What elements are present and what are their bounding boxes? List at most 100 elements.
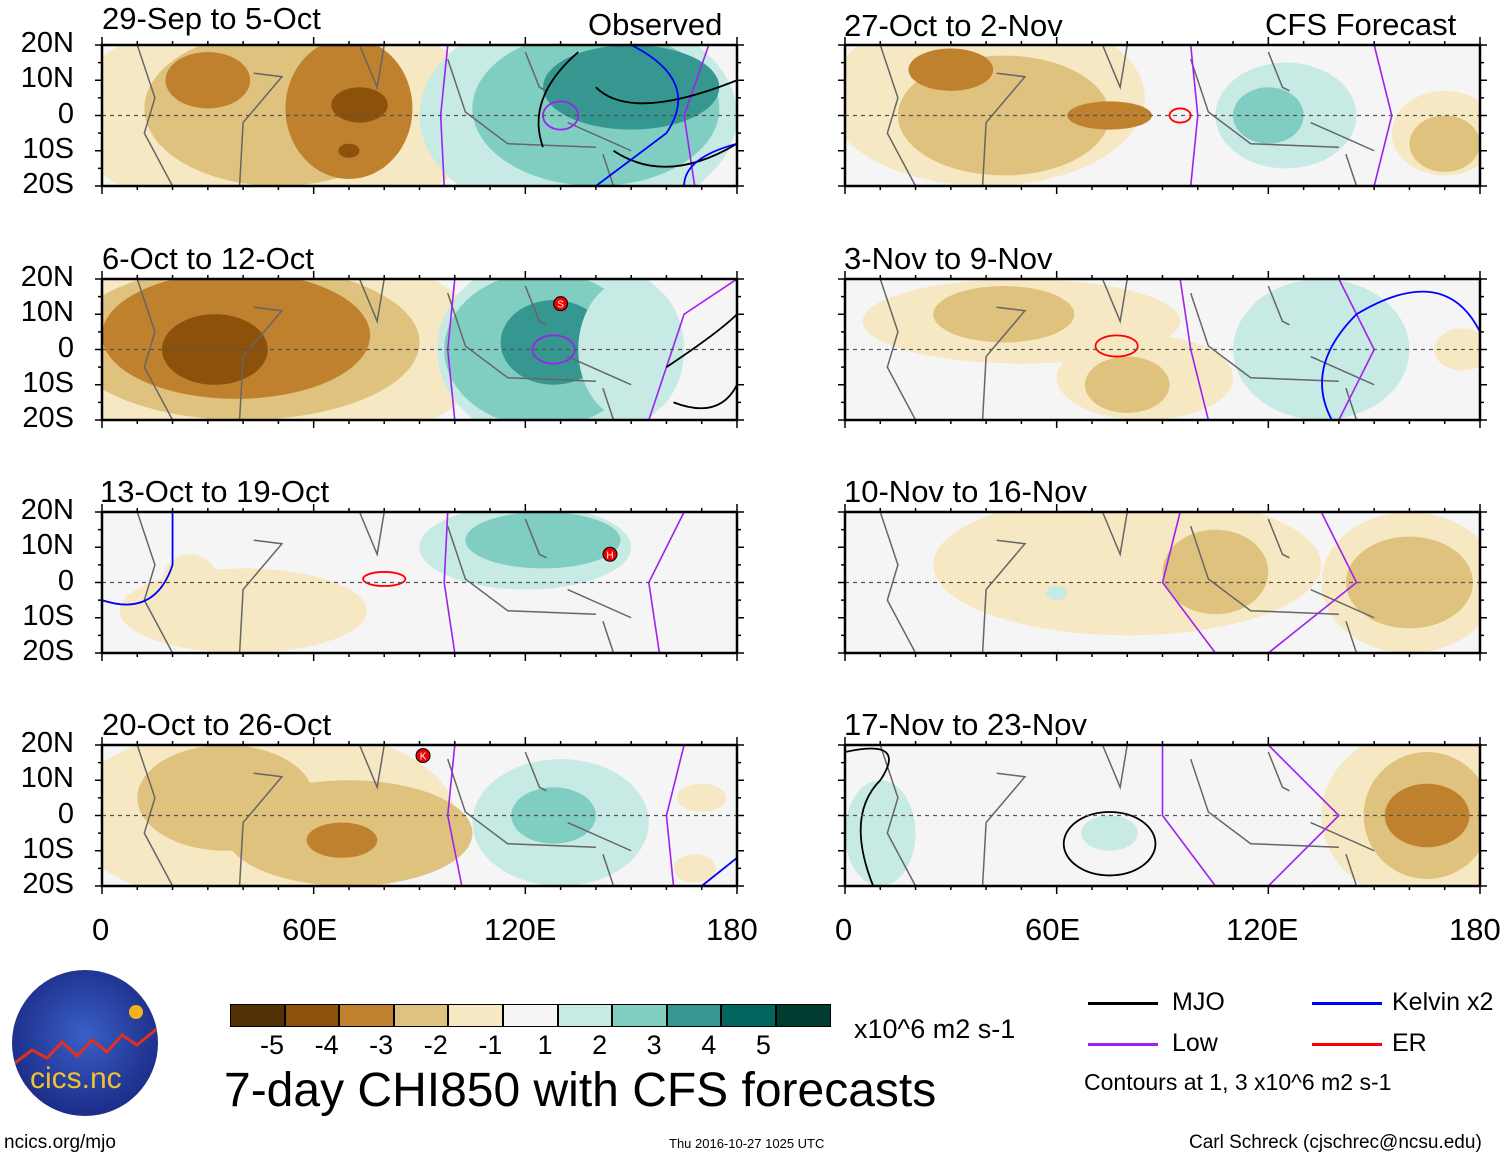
colorbar-label: 1 bbox=[537, 1030, 553, 1060]
lat-tick: 10S bbox=[22, 366, 74, 399]
lat-tick: 10N bbox=[20, 762, 74, 795]
colorbar-swatch bbox=[612, 1004, 667, 1027]
legend-label-low: Low bbox=[1172, 1029, 1218, 1057]
lat-tick: 10S bbox=[22, 832, 74, 865]
panel-content bbox=[102, 745, 737, 886]
panel-title: 3-Nov to 9-Nov bbox=[844, 241, 1053, 276]
kelvin-contour bbox=[102, 512, 174, 606]
panel-content bbox=[102, 45, 737, 186]
colorbar-label: -4 bbox=[314, 1030, 339, 1060]
coastline bbox=[136, 512, 632, 653]
kelvin-contour bbox=[595, 45, 737, 186]
anomaly-shading bbox=[1233, 279, 1410, 420]
lat-tick: 0 bbox=[57, 97, 74, 130]
low-contour bbox=[443, 512, 456, 653]
mjo-contour bbox=[665, 313, 737, 410]
map-panel: S bbox=[95, 271, 744, 428]
anomaly-shading bbox=[542, 45, 720, 130]
lat-tick: 0 bbox=[57, 797, 74, 830]
panel-content bbox=[102, 512, 737, 653]
anomaly-shading bbox=[119, 568, 367, 653]
low-contour bbox=[1267, 512, 1358, 653]
mjo-contour bbox=[845, 747, 890, 886]
lat-tick: 10S bbox=[22, 599, 74, 632]
kelvin-contour bbox=[1321, 290, 1480, 420]
footer-timestamp: Thu 2016-10-27 1025 UTC bbox=[669, 1136, 825, 1151]
colorbar-label: -3 bbox=[369, 1030, 394, 1060]
lat-tick: 0 bbox=[57, 331, 74, 364]
lat-tick: 20N bbox=[20, 27, 74, 59]
panel-title: 13-Oct to 19-Oct bbox=[100, 474, 330, 509]
lon-tick: 180 bbox=[706, 912, 758, 947]
legend-label-mjo: MJO bbox=[1172, 988, 1225, 1016]
anomaly-shading bbox=[1345, 536, 1473, 629]
map-panel: H bbox=[95, 504, 744, 661]
coastline bbox=[136, 745, 632, 886]
wave-contour bbox=[362, 571, 407, 587]
colorbar-label: -1 bbox=[478, 1030, 503, 1060]
lon-tick: 0 bbox=[92, 912, 110, 947]
panel-title: 10-Nov to 16-Nov bbox=[844, 474, 1087, 509]
footer-url: ncics.org/mjo bbox=[4, 1132, 116, 1153]
anomaly-shading bbox=[908, 48, 994, 91]
anomaly-shading bbox=[677, 783, 727, 812]
lon-tick: 180 bbox=[1449, 912, 1501, 947]
kelvin-contour bbox=[701, 857, 737, 886]
panel-title: 20-Oct to 26-Oct bbox=[102, 707, 332, 742]
legend-line-mjo bbox=[1088, 1002, 1158, 1005]
panel-title: 29-Sep to 5-Oct bbox=[102, 1, 321, 36]
lat-tick: 20N bbox=[20, 494, 74, 526]
low-contour bbox=[1267, 745, 1341, 886]
low-contour bbox=[1161, 745, 1217, 886]
colorbar-swatch bbox=[448, 1004, 503, 1027]
logo-text: cics.nc bbox=[30, 1062, 122, 1095]
colorbar-swatch bbox=[230, 1004, 285, 1027]
colorbar-label: 2 bbox=[592, 1030, 608, 1060]
lat-tick: 20S bbox=[22, 868, 74, 900]
panel-title: 27-Oct to 2-Nov bbox=[844, 8, 1063, 43]
lat-tick: 20S bbox=[22, 635, 74, 667]
anomaly-shading bbox=[1162, 529, 1269, 615]
storm-marker-icon bbox=[553, 296, 569, 312]
storm-label: K bbox=[420, 752, 427, 763]
wave-contour bbox=[1062, 811, 1157, 877]
anomaly-shading bbox=[1384, 783, 1470, 848]
forecast-header: CFS Forecast bbox=[1265, 7, 1457, 42]
panel-content bbox=[845, 512, 1480, 653]
coastline bbox=[879, 512, 1375, 653]
colorbar-swatch bbox=[284, 1004, 340, 1027]
observed-header: Observed bbox=[588, 7, 723, 42]
colorbar-swatch bbox=[721, 1004, 776, 1027]
map-panel: K bbox=[95, 737, 744, 894]
coastline bbox=[879, 45, 1375, 186]
anomaly-shading bbox=[1409, 115, 1480, 172]
anomaly-shading bbox=[1046, 586, 1068, 601]
anomaly-shading bbox=[845, 780, 916, 886]
storm-marker-icon bbox=[602, 546, 618, 562]
low-contour bbox=[1161, 512, 1217, 653]
colorbar-label: 4 bbox=[701, 1030, 717, 1060]
map-panel bbox=[838, 504, 1487, 661]
coastline bbox=[136, 279, 632, 420]
map-panel bbox=[838, 737, 1487, 894]
lat-tick: 20N bbox=[20, 261, 74, 293]
anomaly-shading bbox=[165, 52, 251, 109]
anomaly-shading bbox=[673, 854, 716, 883]
lat-tick: 10N bbox=[20, 529, 74, 562]
legend-line-low bbox=[1088, 1043, 1158, 1046]
panel-content bbox=[845, 45, 1480, 186]
panel-title: 17-Nov to 23-Nov bbox=[844, 707, 1087, 742]
low-contour bbox=[648, 279, 737, 420]
panel-content bbox=[102, 279, 737, 420]
storm-label: H bbox=[606, 550, 613, 561]
anomaly-shading bbox=[331, 87, 388, 123]
low-contour bbox=[665, 745, 685, 886]
lon-tick: 60E bbox=[282, 912, 338, 947]
anomaly-shading bbox=[1233, 87, 1304, 144]
coastline bbox=[879, 279, 1375, 420]
mjo-contour bbox=[537, 51, 737, 168]
lon-tick: 120E bbox=[484, 912, 557, 947]
colorbar-swatch bbox=[557, 1004, 613, 1027]
